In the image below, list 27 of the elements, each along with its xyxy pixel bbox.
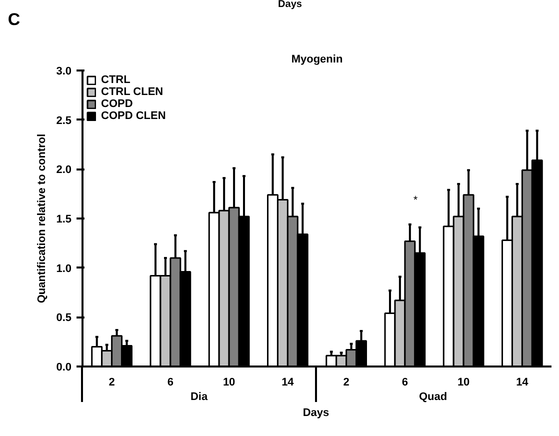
legend-label: COPD CLEN <box>101 110 166 122</box>
x-tick-label: 2 <box>343 376 350 388</box>
y-tick-label: 2.0 <box>56 164 72 176</box>
text: Quad <box>418 390 448 405</box>
text: Days <box>278 0 302 12</box>
x-tick-label: 6 <box>167 376 174 388</box>
x-tick-label: 6 <box>402 376 408 388</box>
y-tick-label: 1.0 <box>56 262 72 275</box>
x-tick-label: 2 <box>108 376 115 388</box>
x-tick-label: 14 <box>516 376 530 388</box>
legend-label: COPD <box>101 98 133 110</box>
y-tick-label: 0.5 <box>56 312 72 324</box>
y-tick-label: 1.5 <box>56 214 72 226</box>
text: Dia <box>190 390 208 405</box>
legend-label: CTRL CLEN <box>101 86 164 98</box>
x-tick-label: 10 <box>457 376 470 388</box>
legend-label: CTRL <box>101 74 130 86</box>
y-tick-label: 3.0 <box>56 66 72 78</box>
x-axis-title: Days <box>302 406 330 421</box>
y-tick-label: 0.0 <box>56 362 72 374</box>
x-tick-label: 14 <box>282 376 295 388</box>
x-tick-label: 10 <box>222 376 236 388</box>
chart-title: Myogenin <box>291 54 343 66</box>
y-axis-title: Quantification relative to control <box>36 134 48 304</box>
text: C <box>8 9 20 31</box>
y-tick-label: 2.5 <box>56 114 72 127</box>
annotation: * <box>413 194 418 206</box>
